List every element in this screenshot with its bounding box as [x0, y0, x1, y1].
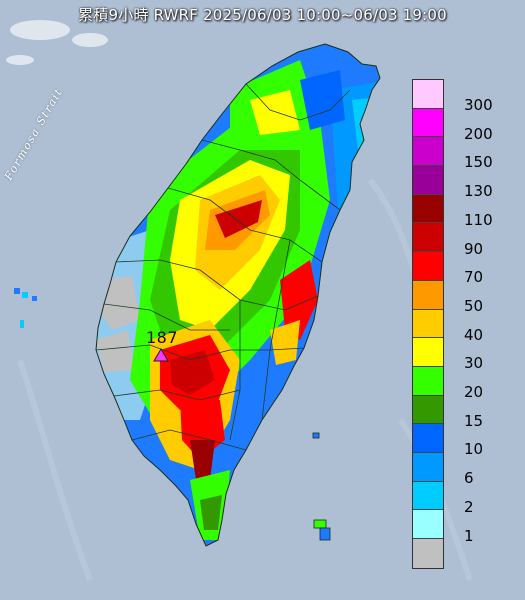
legend-label: 1	[464, 526, 474, 545]
legend-swatch	[413, 280, 443, 310]
legend-label: 15	[464, 411, 484, 430]
legend-swatch	[413, 510, 443, 539]
legend-label: 10	[464, 440, 484, 459]
max-rainfall-value: 187	[146, 328, 179, 347]
legend-swatch	[413, 366, 443, 396]
legend-label: 30	[464, 354, 484, 373]
legend-swatch	[413, 452, 443, 482]
legend-label: 50	[464, 296, 484, 315]
legend-swatch	[413, 137, 443, 167]
legend-swatch	[413, 481, 443, 511]
offshore-clouds	[6, 20, 108, 65]
legend-swatch	[413, 395, 443, 425]
legend-swatch	[413, 80, 443, 109]
max-rainfall-marker	[153, 348, 169, 362]
county-borders	[95, 83, 351, 451]
legend-label: 150	[464, 153, 493, 172]
legend-swatch	[413, 108, 443, 138]
legend-label: 300	[464, 96, 493, 114]
legend-swatch	[413, 539, 443, 568]
legend-label: 20	[464, 383, 484, 401]
legend-label: 130	[464, 182, 493, 201]
legend-label: 200	[464, 124, 493, 143]
legend-swatch	[413, 309, 443, 339]
map-title: 累積9小時 RWRF 2025/06/03 10:00~06/03 19:00	[78, 6, 447, 24]
coastline	[95, 43, 381, 547]
legend-swatch	[413, 194, 443, 224]
legend-swatch	[413, 252, 443, 281]
legend-label: 90	[464, 239, 484, 258]
legend-swatch	[413, 338, 443, 367]
legend-swatch	[413, 166, 443, 195]
legend-label: 70	[464, 268, 484, 287]
legend-swatch	[413, 223, 443, 253]
legend-label: 2	[464, 497, 474, 516]
rainfall-legend	[412, 79, 444, 569]
legend-label: 6	[464, 469, 474, 488]
penghu-rain	[14, 288, 37, 328]
small-islands	[312, 432, 331, 541]
legend-swatch	[413, 424, 443, 453]
legend-label: 110	[464, 210, 493, 229]
legend-label: 40	[464, 325, 484, 344]
